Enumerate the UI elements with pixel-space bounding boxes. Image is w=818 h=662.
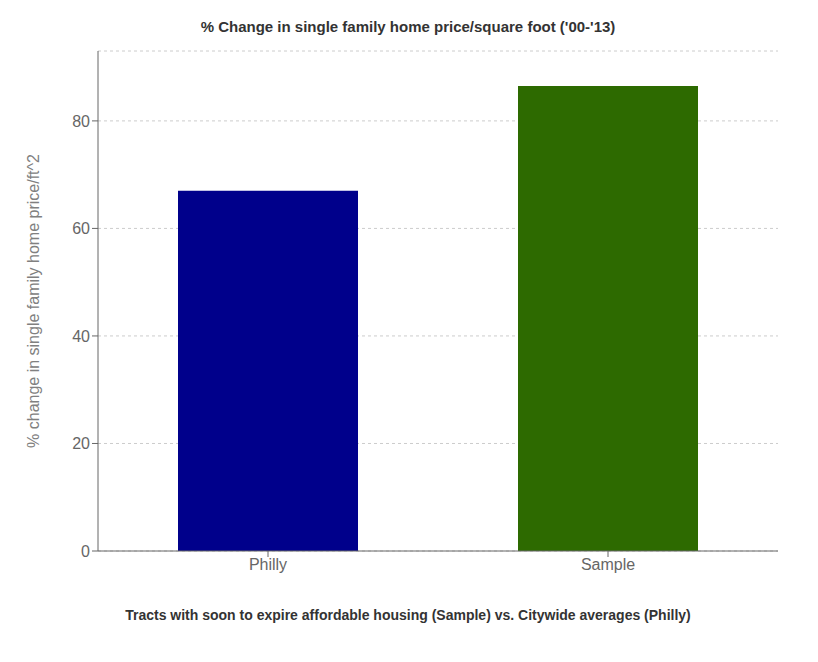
svg-text:Philly: Philly xyxy=(249,556,287,573)
svg-text:60: 60 xyxy=(72,220,90,237)
html-text:% Change in single family home: % Change in single family home price/squ… xyxy=(200,18,616,35)
svg-text:40: 40 xyxy=(72,328,90,345)
svg-text:80: 80 xyxy=(72,113,90,130)
svg-text:0: 0 xyxy=(81,543,90,560)
html-text:Tracts with soon to expire aff: Tracts with soon to expire affordable ho… xyxy=(125,607,691,623)
svg-text:Sample: Sample xyxy=(581,556,635,573)
svg-text:% change in single family home: % change in single family home price/ft^… xyxy=(25,154,42,448)
svg-text:20: 20 xyxy=(72,435,90,452)
